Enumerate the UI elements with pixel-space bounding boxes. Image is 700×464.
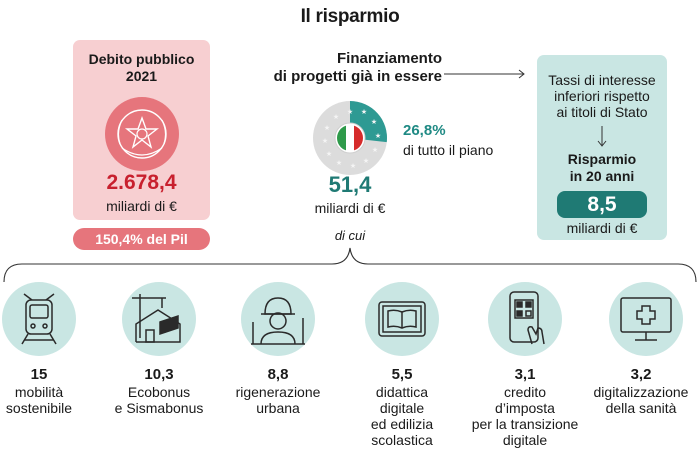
category-label-line: Ecobonus bbox=[127, 384, 191, 400]
category-label-line: urbana bbox=[256, 400, 300, 416]
category-label: digitalizzazione della sanità bbox=[582, 384, 700, 416]
svg-text:★: ★ bbox=[324, 124, 330, 132]
category-label-line: della sanità bbox=[605, 400, 677, 416]
right-arrow-icon bbox=[444, 69, 525, 79]
category-value: 5,5 bbox=[391, 366, 413, 383]
debt-value: 2.678,4 bbox=[106, 171, 177, 194]
savings-title: Risparmio in 20 anni bbox=[537, 151, 667, 185]
category-value: 15 bbox=[30, 366, 48, 383]
category-label-line: digitale bbox=[379, 400, 425, 416]
financing-value: 51,4 bbox=[328, 172, 372, 197]
savings-title-line2: in 20 anni bbox=[569, 168, 635, 184]
svg-text:★: ★ bbox=[322, 137, 328, 145]
category-label-line: scolastica bbox=[371, 432, 433, 448]
tablet-book-icon bbox=[365, 282, 439, 356]
debt-title-line1: Debito pubblico bbox=[88, 51, 195, 67]
svg-text:★: ★ bbox=[371, 118, 377, 126]
category-label: didattica digitale ed edilizia scolastic… bbox=[343, 384, 461, 448]
savings-line1: Tassi di interesse bbox=[548, 72, 656, 88]
financing-percent-label: di tutto il piano bbox=[403, 142, 494, 158]
debt-unit: miliardi di € bbox=[106, 198, 177, 214]
category-value: 10,3 bbox=[144, 366, 174, 383]
page-title: Il risparmio bbox=[300, 6, 400, 27]
category-label-line: digitale bbox=[502, 432, 548, 448]
category-label-line: e Sismabonus bbox=[114, 400, 204, 416]
monitor-cross-icon bbox=[609, 282, 683, 356]
debt-title-line2: 2021 bbox=[125, 68, 158, 84]
worker-icon bbox=[241, 282, 315, 356]
svg-text:★: ★ bbox=[347, 108, 353, 116]
pil-badge: 150,4% del Pil bbox=[73, 228, 210, 250]
svg-text:★: ★ bbox=[375, 132, 381, 140]
grouping-brace bbox=[3, 247, 697, 283]
svg-text:★: ★ bbox=[350, 162, 356, 170]
savings-title-line1: Risparmio bbox=[567, 151, 637, 167]
category-label-line: credito bbox=[503, 384, 547, 400]
category-label: credito d’imposta per la transizione dig… bbox=[456, 384, 594, 448]
category-label-line: digitalizzazione bbox=[593, 384, 689, 400]
category-label-line: didattica bbox=[375, 384, 429, 400]
italian-emblem-icon bbox=[105, 97, 179, 171]
category-label-line: sostenibile bbox=[5, 400, 73, 416]
financing-percent: 26,8% bbox=[403, 122, 446, 139]
savings-description: Tassi di interesse inferiori rispetto ai… bbox=[537, 72, 667, 120]
svg-text:★: ★ bbox=[333, 113, 339, 121]
house-crane-icon bbox=[122, 282, 196, 356]
phone-qr-icon bbox=[488, 282, 562, 356]
financing-unit: miliardi di € bbox=[314, 200, 386, 216]
svg-text:★: ★ bbox=[336, 159, 342, 167]
train-icon bbox=[2, 282, 76, 356]
of-which-label: di cui bbox=[334, 228, 366, 243]
svg-text:★: ★ bbox=[326, 150, 332, 158]
category-label-line: per la transizione bbox=[471, 416, 579, 432]
svg-text:★: ★ bbox=[372, 146, 378, 154]
debt-title: Debito pubblico 2021 bbox=[73, 51, 210, 85]
category-label-line: ed edilizia bbox=[370, 416, 434, 432]
category-label-line: mobilità bbox=[14, 384, 64, 400]
financing-share-pie: ★★★ ★★★ ★★★ ★★★ bbox=[313, 101, 387, 175]
category-value: 3,2 bbox=[630, 366, 652, 383]
category-value: 3,1 bbox=[514, 366, 536, 383]
category-label-line: d’imposta bbox=[495, 400, 555, 416]
savings-value: 8,5 bbox=[557, 191, 647, 218]
category-label: mobilità sostenibile bbox=[0, 384, 98, 416]
svg-text:★: ★ bbox=[361, 108, 367, 116]
down-arrow-icon bbox=[597, 126, 607, 147]
savings-unit: miliardi di € bbox=[566, 220, 638, 236]
svg-text:★: ★ bbox=[363, 157, 369, 165]
savings-line3: ai titoli di Stato bbox=[556, 104, 648, 120]
category-value: 8,8 bbox=[267, 366, 289, 383]
category-label: rigenerazione urbana bbox=[219, 384, 337, 416]
financing-title-line2: di progetti già in essere bbox=[273, 68, 442, 85]
category-label-line: rigenerazione bbox=[235, 384, 321, 400]
financing-title-line1: Finanziamento bbox=[336, 50, 442, 67]
savings-line2: inferiori rispetto bbox=[554, 88, 650, 104]
category-label: Ecobonus e Sismabonus bbox=[100, 384, 218, 416]
financing-title: Finanziamento di progetti già in essere bbox=[262, 50, 442, 86]
